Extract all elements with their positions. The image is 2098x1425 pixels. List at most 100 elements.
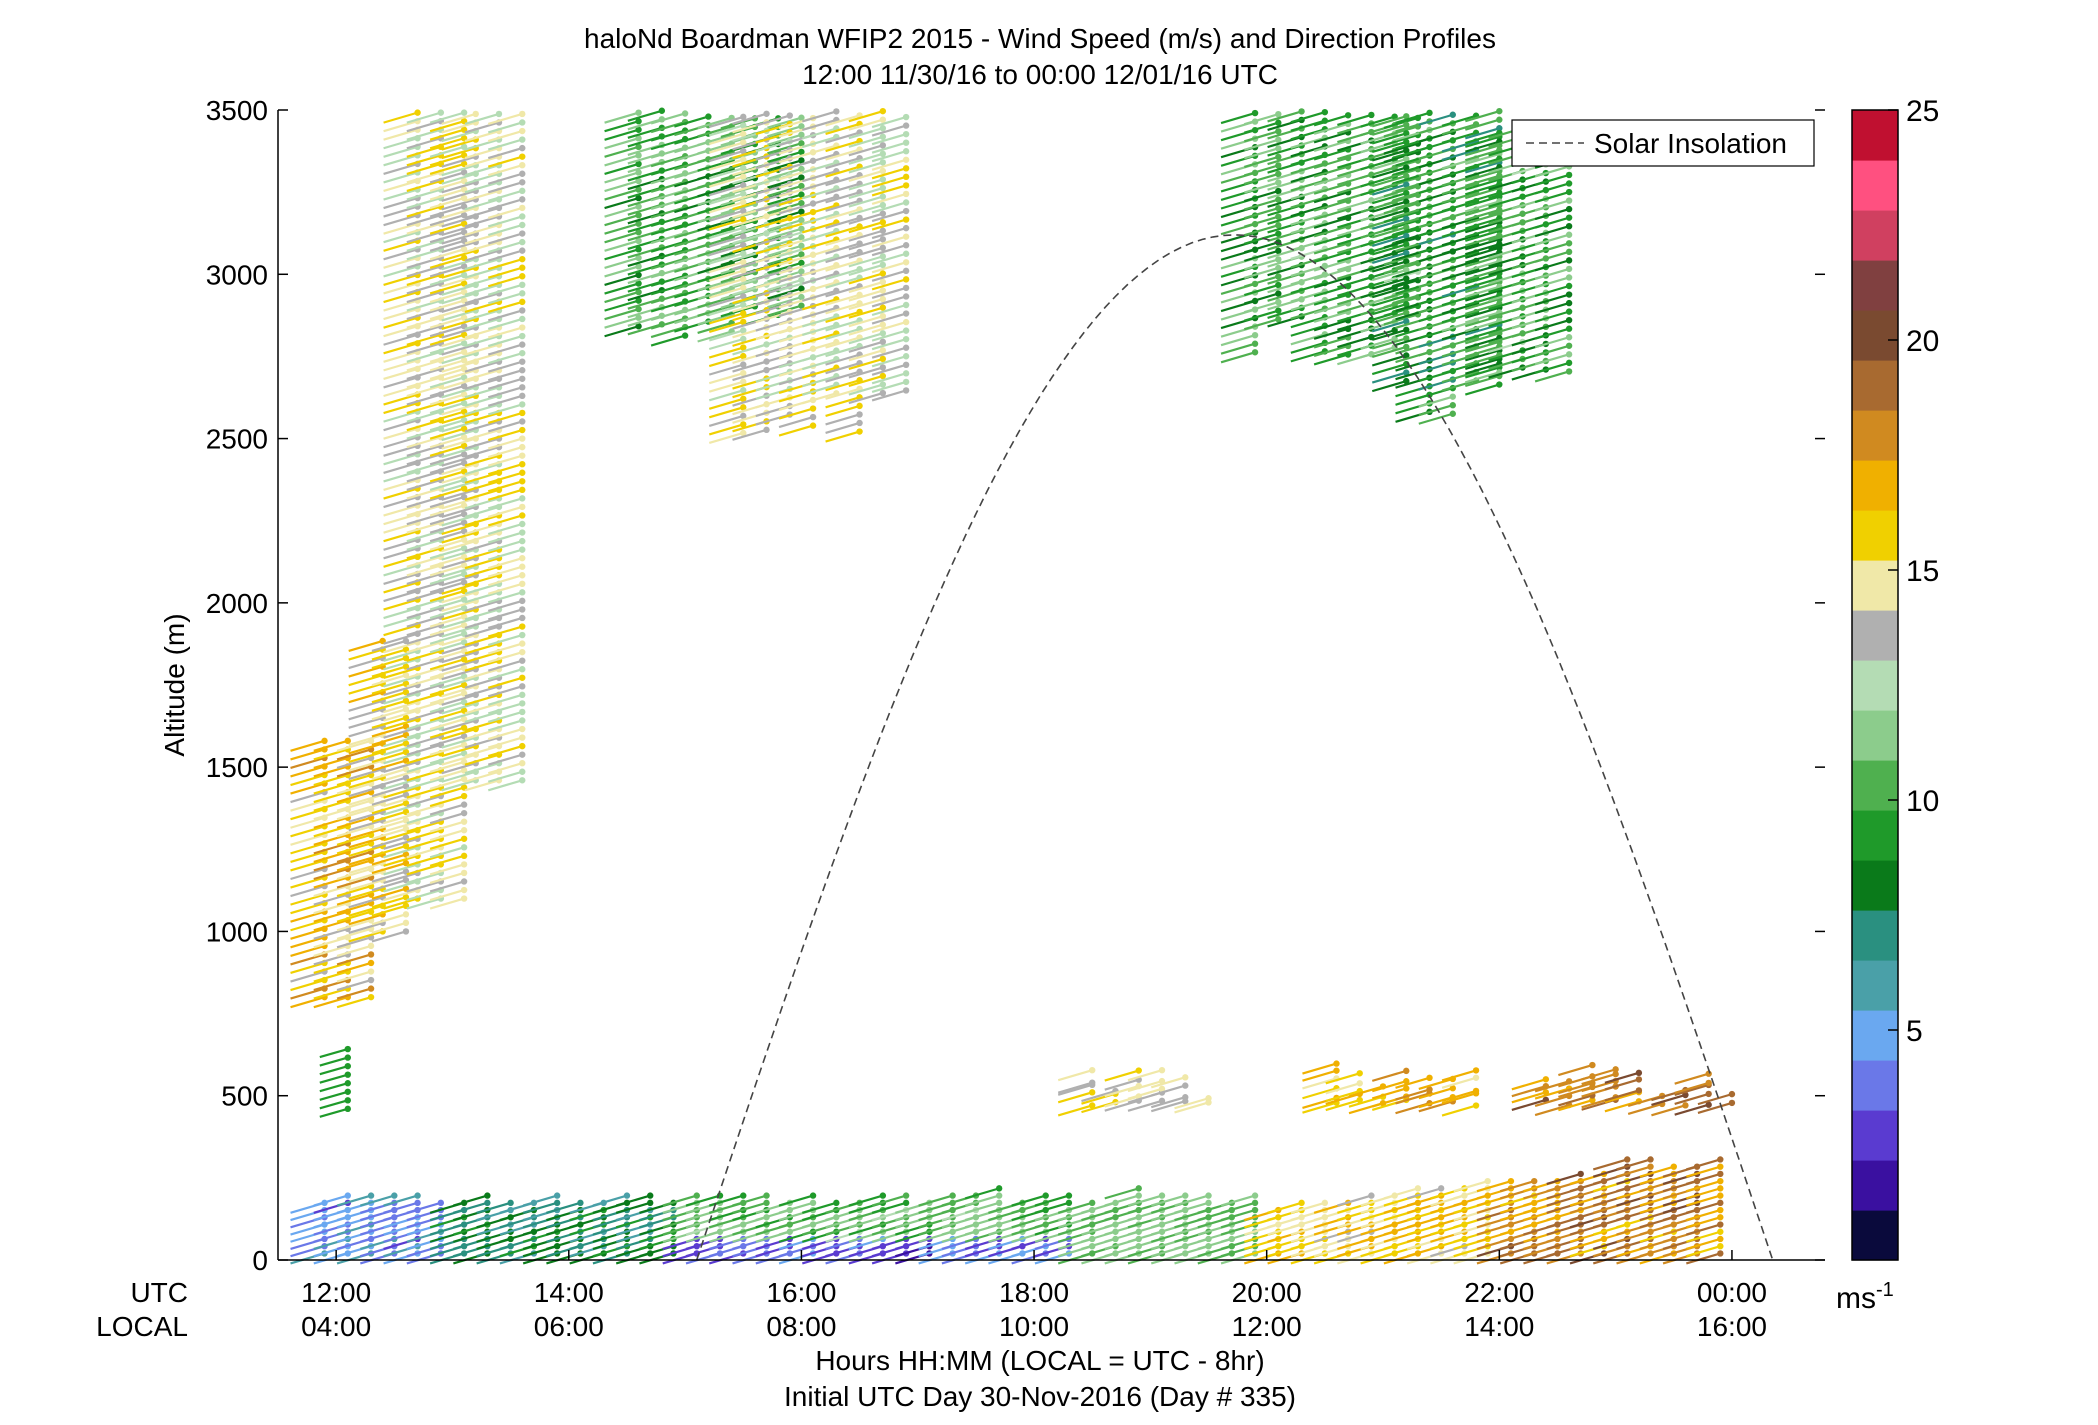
wind-barb xyxy=(871,303,907,317)
wind-barb xyxy=(406,419,442,432)
wind-barb-dot xyxy=(1403,113,1410,120)
wind-barb-dot xyxy=(367,993,375,1001)
wind-barb-dot xyxy=(519,572,526,579)
wind-barb xyxy=(1383,202,1419,215)
wind-barb xyxy=(406,709,442,722)
wind-barb xyxy=(1371,1080,1407,1093)
wind-barb xyxy=(1371,115,1407,128)
wind-barb xyxy=(406,777,442,791)
wind-barb xyxy=(464,198,500,211)
wind-barb xyxy=(825,216,860,229)
wind-barb xyxy=(406,607,442,620)
wind-barb xyxy=(1244,147,1279,160)
wind-barb xyxy=(650,189,686,202)
wind-barb-dot xyxy=(902,301,910,309)
wind-barb-dot xyxy=(1565,368,1573,375)
wind-barb xyxy=(348,733,383,746)
wind-barb xyxy=(802,298,837,311)
wind-barb xyxy=(1371,251,1407,265)
wind-barb xyxy=(290,996,325,1009)
wind-barb-dot xyxy=(740,164,747,172)
wind-barb-dot xyxy=(879,150,887,158)
wind-barb xyxy=(406,615,442,628)
wind-barb xyxy=(336,850,372,863)
wind-barb xyxy=(1104,1187,1140,1200)
wind-barb xyxy=(1534,1103,1570,1117)
wind-barb-dot xyxy=(1612,1070,1619,1078)
wind-barb xyxy=(429,837,465,850)
wind-barb xyxy=(336,756,372,769)
wind-barb xyxy=(383,795,418,808)
wind-barb-dot xyxy=(519,606,526,613)
wind-barb xyxy=(487,411,523,424)
wind-barb xyxy=(336,765,372,778)
wind-barb-dot xyxy=(879,355,887,363)
wind-barb xyxy=(1534,233,1570,246)
wind-barb xyxy=(336,876,372,889)
wind-barb xyxy=(1395,1076,1430,1089)
wind-barb xyxy=(290,799,325,812)
wind-barb-dot xyxy=(879,219,887,226)
wind-barb xyxy=(1534,344,1570,357)
wind-barb xyxy=(871,201,907,214)
wind-barb xyxy=(441,292,477,305)
wind-barb xyxy=(697,116,732,129)
wind-barb xyxy=(429,726,465,739)
wind-barb xyxy=(464,616,500,630)
wind-barb xyxy=(348,776,383,789)
wind-barb xyxy=(441,428,477,442)
wind-barb xyxy=(464,727,500,741)
wind-barb xyxy=(383,393,418,406)
wind-barb xyxy=(383,854,418,867)
wind-barb-dot xyxy=(809,1199,817,1207)
wind-barb xyxy=(802,221,837,234)
wind-barb xyxy=(336,927,372,940)
wind-barb-dot xyxy=(798,208,805,215)
wind-barb xyxy=(1465,212,1500,225)
wind-barb-dot xyxy=(879,107,887,115)
wind-barb xyxy=(522,1194,558,1207)
wind-barb xyxy=(1651,1104,1686,1117)
wind-barb xyxy=(487,676,523,689)
wind-barb-dot xyxy=(1275,256,1282,263)
wind-barb-dot xyxy=(798,182,805,190)
wind-barb xyxy=(1150,1084,1186,1097)
wind-barb-dot xyxy=(902,130,910,138)
wind-barb-dot xyxy=(879,347,887,354)
wind-barb xyxy=(1418,404,1454,417)
wind-barb xyxy=(1511,1091,1547,1104)
wind-barb xyxy=(348,768,383,781)
wind-barb xyxy=(371,648,407,661)
wind-barb xyxy=(848,383,884,396)
wind-barb xyxy=(464,710,500,723)
colorbar-segment xyxy=(1852,1110,1898,1161)
wind-barb xyxy=(1104,1069,1140,1082)
wind-barb xyxy=(371,708,407,721)
wind-barb xyxy=(871,175,907,188)
wind-barb xyxy=(1441,302,1477,315)
wind-barb-dot xyxy=(879,389,887,397)
wind-barb-dot xyxy=(460,878,468,885)
wind-barb xyxy=(1371,166,1407,179)
wind-barb xyxy=(708,150,744,163)
wind-barb xyxy=(1465,302,1500,315)
wind-barb xyxy=(825,268,860,281)
wind-barb xyxy=(383,564,418,577)
wind-barb xyxy=(441,215,477,228)
wind-barb xyxy=(1697,1093,1733,1106)
wind-barb-dot xyxy=(1565,188,1573,196)
wind-barb-dot xyxy=(995,1185,1003,1192)
wind-barb xyxy=(697,210,732,223)
wind-barb xyxy=(464,138,500,151)
wind-barb-dot xyxy=(763,1192,770,1199)
wind-barb-dot xyxy=(635,280,642,287)
wind-barb xyxy=(825,362,860,375)
wind-barb xyxy=(383,162,418,175)
wind-barb xyxy=(1465,332,1500,345)
wind-barb-dot xyxy=(1647,1163,1654,1170)
wind-barb xyxy=(825,122,860,136)
wind-barb-dot xyxy=(1275,162,1282,169)
wind-barb-dot xyxy=(1158,1097,1166,1105)
wind-barb xyxy=(429,342,465,355)
wind-barb xyxy=(487,505,523,518)
